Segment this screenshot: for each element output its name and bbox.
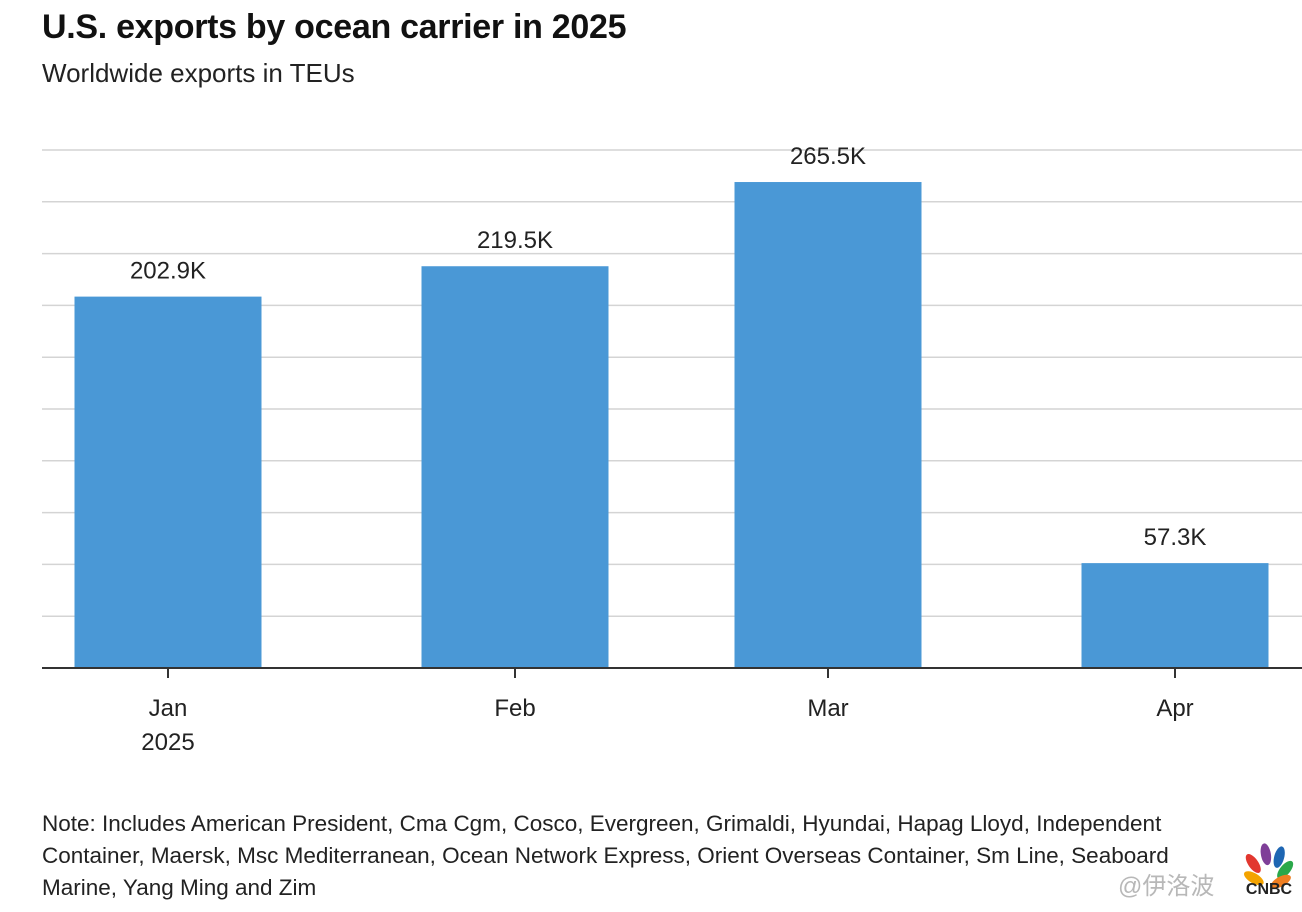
data-labels: 202.9K 219.5K 265.5K 57.3K bbox=[130, 143, 1206, 551]
data-label: 265.5K bbox=[790, 143, 866, 170]
x-tick-label: Mar bbox=[807, 695, 848, 722]
x-tick-label: Feb bbox=[494, 695, 535, 722]
x-tick-label: Jan bbox=[149, 695, 188, 722]
data-label: 57.3K bbox=[1144, 524, 1207, 551]
bars bbox=[74, 182, 1269, 668]
bar-apr bbox=[1081, 563, 1269, 668]
weibo-watermark: @伊洛波 bbox=[1118, 873, 1215, 900]
cnbc-logo-icon: CNBC bbox=[1243, 843, 1294, 898]
svg-text:CNBC: CNBC bbox=[1246, 881, 1293, 898]
bar-chart: 202.9K 219.5K 265.5K 57.3K Jan 2025 Feb Mar Apr bbox=[42, 143, 1302, 756]
bar-feb bbox=[421, 266, 609, 668]
bar-mar bbox=[734, 182, 922, 668]
chart-subtitle: Worldwide exports in TEUs bbox=[42, 58, 355, 88]
chart-title: U.S. exports by ocean carrier in 2025 bbox=[42, 8, 627, 46]
x-tick-sublabel: 2025 bbox=[141, 729, 194, 756]
data-label: 202.9K bbox=[130, 258, 206, 285]
bar-jan bbox=[74, 296, 262, 668]
x-axis: Jan 2025 Feb Mar Apr bbox=[42, 667, 1302, 756]
footnote: Note: Includes American President, Cma C… bbox=[42, 811, 1169, 900]
x-tick-label: Apr bbox=[1156, 695, 1193, 722]
data-label: 219.5K bbox=[477, 227, 553, 254]
